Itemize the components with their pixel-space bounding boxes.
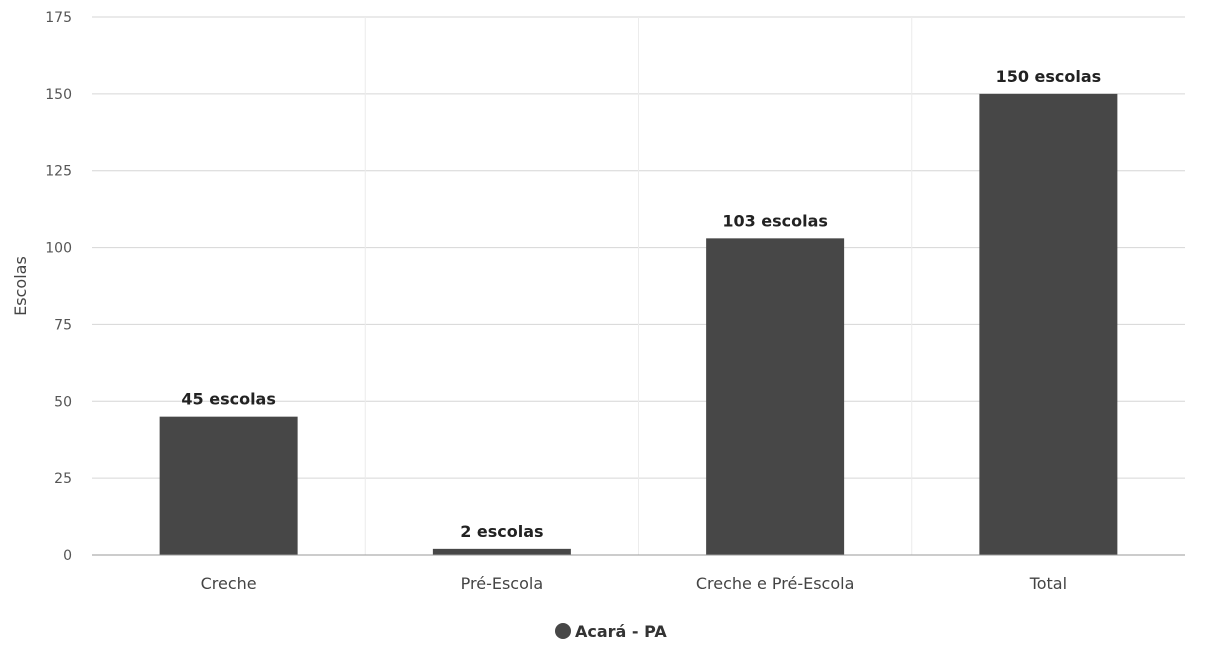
y-tick-label: 100	[45, 241, 72, 257]
x-tick-label: Pré-Escola	[461, 574, 544, 593]
legend-marker	[555, 623, 571, 639]
bar	[159, 416, 298, 555]
bars-group	[159, 93, 1118, 555]
y-tick-label: 25	[54, 471, 72, 487]
y-tick-label: 125	[45, 164, 72, 180]
x-tick-label: Total	[1029, 574, 1067, 593]
y-tick-label: 75	[54, 317, 72, 333]
bar	[979, 93, 1118, 555]
x-tick-label: Creche e Pré-Escola	[696, 574, 855, 593]
y-axis-ticks: 0 25 50 75 100 125 150 175	[45, 10, 72, 564]
data-label: 103 escolas	[722, 211, 828, 230]
legend-label: Acará - PA	[575, 622, 667, 641]
data-labels: 45 escolas 2 escolas 103 escolas 150 escola…	[181, 67, 1101, 541]
x-tick-label: Creche	[201, 574, 257, 593]
y-tick-label: 0	[63, 548, 72, 564]
data-label: 45 escolas	[181, 390, 276, 409]
y-tick-label: 150	[45, 87, 72, 103]
bar	[432, 548, 571, 555]
x-axis-labels: Creche Pré-Escola Creche e Pré-Escola Total	[201, 574, 1067, 593]
y-tick-label: 175	[45, 10, 72, 26]
data-label: 2 escolas	[460, 522, 543, 541]
y-tick-label: 50	[54, 394, 72, 410]
grid-lines	[92, 16, 1185, 555]
y-axis-title: Escolas	[11, 256, 30, 316]
data-label: 150 escolas	[996, 67, 1102, 86]
legend: Acará - PA	[555, 622, 667, 641]
bar	[706, 238, 845, 555]
